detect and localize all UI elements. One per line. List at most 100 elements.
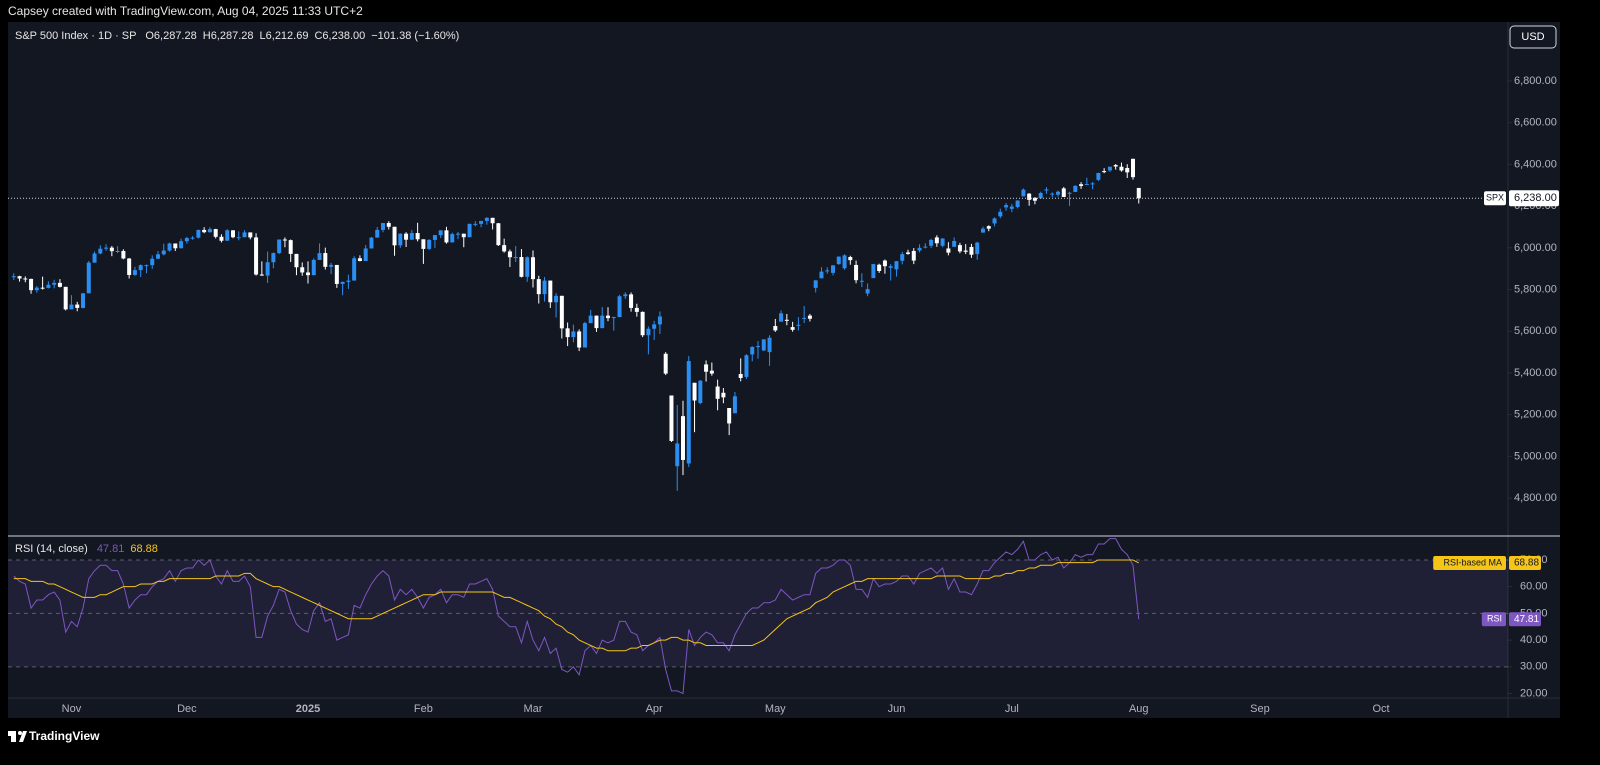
candle-body xyxy=(306,272,310,276)
candle-body xyxy=(923,246,928,248)
rsi-line xyxy=(13,559,1140,652)
candle-body xyxy=(17,276,22,279)
candle-body xyxy=(144,265,149,267)
candle-body xyxy=(1084,184,1089,186)
candle-body xyxy=(29,278,34,291)
candle-body xyxy=(98,248,103,254)
candle-body xyxy=(248,232,253,238)
candle-body xyxy=(871,264,876,279)
candle-body xyxy=(340,281,345,284)
candle-body xyxy=(225,230,230,241)
candle-body xyxy=(531,257,535,280)
y-tick-label: 40.00 xyxy=(1520,634,1548,646)
price-tag-bg xyxy=(1509,190,1559,207)
candle-body xyxy=(132,270,137,275)
candle-body xyxy=(629,294,634,308)
candle-body xyxy=(190,237,195,239)
candle-body xyxy=(375,229,380,238)
candle-body xyxy=(911,250,916,261)
candle-body xyxy=(859,280,864,282)
candle-body xyxy=(1061,188,1066,197)
candle-body xyxy=(277,239,282,254)
candle-body xyxy=(1125,167,1130,173)
candle-body xyxy=(646,328,651,336)
y-tick-label: 6,400.00 xyxy=(1514,158,1557,170)
candle-body xyxy=(582,323,587,348)
candle-body xyxy=(421,239,426,249)
candle-body xyxy=(115,250,120,252)
candle-body xyxy=(254,237,259,275)
candle-body xyxy=(819,271,824,279)
candle-body xyxy=(138,265,143,271)
candle-body xyxy=(854,264,859,281)
candle-body xyxy=(334,264,339,284)
candle-body xyxy=(900,254,905,261)
candle-body xyxy=(1027,193,1032,200)
candle-body xyxy=(554,295,559,303)
candle-body xyxy=(63,286,68,310)
candle-body xyxy=(288,240,293,254)
series-name-tag-bg xyxy=(1433,555,1506,570)
candle-body xyxy=(86,262,91,294)
candle-body xyxy=(121,250,126,259)
axes-group: 4,800.00 5,000.00 5,200.00 5,400.00 5,600.00… xyxy=(62,75,1557,715)
legend-change: −101.38 (−1.60%) xyxy=(371,30,459,42)
x-tick-label: Dec xyxy=(177,703,197,715)
logo-part xyxy=(19,731,27,742)
candle-body xyxy=(640,311,645,336)
candle-body xyxy=(1009,206,1014,209)
candle-body xyxy=(715,386,720,399)
candle-body xyxy=(652,324,657,329)
legend-value: 6,238.00 xyxy=(322,30,365,42)
candle-body xyxy=(1056,191,1060,195)
candle-body xyxy=(357,258,362,261)
candle-body xyxy=(461,233,466,238)
candle-body xyxy=(398,233,403,246)
x-tick-label: Nov xyxy=(62,703,82,715)
legend-key: L xyxy=(260,30,266,42)
candle-body xyxy=(842,255,847,269)
candle-body xyxy=(496,223,501,246)
candle-body xyxy=(536,279,541,295)
currency-label[interactable]: USD xyxy=(1521,31,1544,43)
candle-body xyxy=(594,315,599,329)
candle-body xyxy=(513,257,518,259)
x-tick-label: Aug xyxy=(1129,703,1149,715)
candle-body xyxy=(784,319,789,321)
candle-body xyxy=(369,237,374,249)
candle-body xyxy=(865,289,870,294)
x-tick-label: Feb xyxy=(414,703,433,715)
currency-button[interactable] xyxy=(1509,25,1557,49)
candle-body xyxy=(317,253,322,260)
candle-body xyxy=(571,331,576,338)
candle-body xyxy=(600,315,605,329)
series-value-tag-bg xyxy=(1509,612,1541,627)
x-tick-label: Mar xyxy=(524,703,543,715)
candle-body xyxy=(92,253,97,263)
candle-body xyxy=(236,237,241,239)
candle-body xyxy=(104,247,109,249)
y-tick-label: 5,000.00 xyxy=(1514,450,1557,462)
candle-body xyxy=(386,223,391,227)
brand-logo xyxy=(8,731,27,742)
candle-body xyxy=(611,317,616,319)
candle-body xyxy=(1090,183,1095,185)
candle-body xyxy=(311,259,316,276)
candle-body xyxy=(1136,187,1141,199)
symbol-tag: SPX xyxy=(1486,193,1504,203)
candle-body xyxy=(761,339,766,351)
candle-body xyxy=(952,240,957,247)
candle-body xyxy=(300,267,305,273)
candle-body xyxy=(1102,171,1107,173)
candle-body xyxy=(721,392,726,398)
legend-value: 6,287.28 xyxy=(211,30,254,42)
candle-body xyxy=(404,233,409,240)
chart-area xyxy=(8,22,1560,718)
y-tick-label: 5,600.00 xyxy=(1514,325,1557,337)
candle-body xyxy=(831,265,835,273)
legend-value: 6,212.69 xyxy=(266,30,309,42)
candle-body xyxy=(502,245,507,252)
candle-body xyxy=(981,228,985,233)
candle-body xyxy=(1096,172,1101,180)
series-name-tag-bg xyxy=(1481,612,1506,627)
